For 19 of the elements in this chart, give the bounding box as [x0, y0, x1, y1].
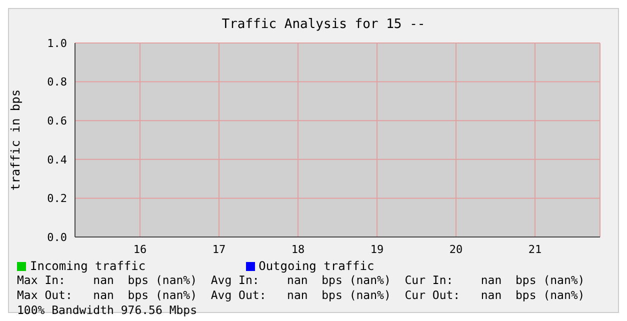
y-tick-label: 0.8: [47, 76, 67, 89]
y-tick-label: 0.0: [47, 230, 67, 244]
x-tick-label: 16: [133, 242, 147, 256]
text: Max In: nan bps (nan%) Avg In: nan bps (nan%) Cur In: nan bps (nan%): [17, 273, 586, 288]
x-tick-label: 20: [449, 242, 463, 256]
y-tick-label: 1.0: [47, 36, 67, 50]
x-tick-label: 18: [291, 242, 305, 256]
x-tick-label: 21: [528, 242, 542, 256]
legend-label: Outgoing traffic: [258, 259, 374, 273]
text: 100% Bandwidth 976.56 Mbps: [17, 303, 198, 318]
y-axis-title: traffic in bps: [8, 89, 22, 191]
legend-label: Incoming traffic: [30, 259, 146, 273]
x-tick-label: 17: [212, 242, 226, 256]
chart-title: Traffic Analysis for 15 --: [220, 16, 426, 34]
y-tick-label: 0.2: [47, 192, 67, 206]
text: Max Out: nan bps (nan%) Avg Out: nan bps (nan%) Cur Out: nan bps (nan%): [17, 288, 586, 303]
y-tick-label: 0.6: [47, 114, 67, 128]
x-tick-label: 19: [370, 242, 384, 256]
y-tick-label: 0.4: [47, 153, 68, 166]
